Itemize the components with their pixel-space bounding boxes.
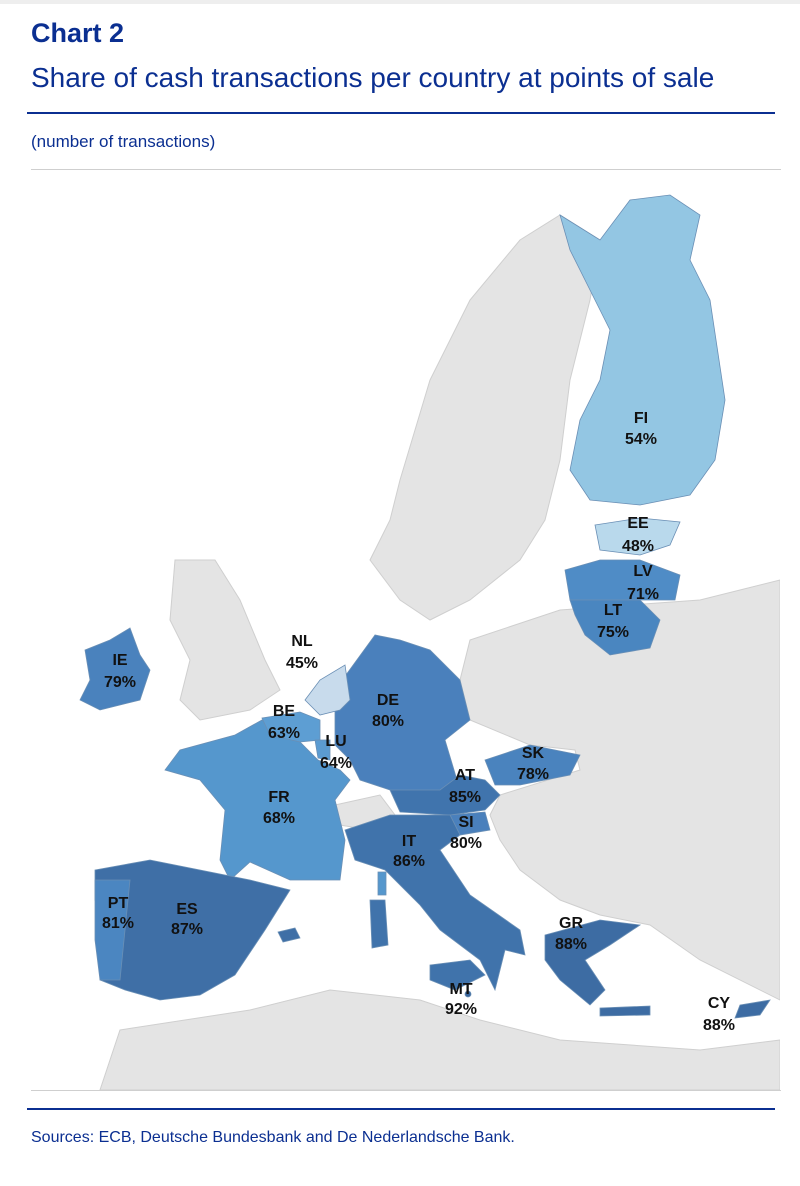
- label-code-fi: FI: [634, 410, 648, 427]
- footer-divider: [27, 1108, 775, 1110]
- label-value-pt: 81%: [102, 915, 134, 932]
- euro-area-map: FI 54% EE 48% LV 71% LT 75% IE 79% NL 45…: [79, 194, 780, 1090]
- country-shape-de[interactable]: [334, 634, 471, 801]
- label-value-at: 85%: [449, 789, 481, 806]
- scandinavia-land: [369, 214, 601, 621]
- label-code-mt: MT: [449, 981, 472, 998]
- country-shape-at[interactable]: [389, 774, 501, 816]
- chart-unit: (number of transactions): [31, 132, 216, 151]
- country-shape-lt[interactable]: [569, 599, 661, 656]
- chart-title: Share of cash transactions per country a…: [31, 62, 715, 93]
- country-shape-it-sardinia[interactable]: [369, 899, 389, 949]
- country-shapes: [79, 194, 771, 1019]
- label-value-lv: 71%: [627, 586, 659, 603]
- country-shape-gr[interactable]: [544, 919, 642, 1006]
- country-shape-mt[interactable]: [464, 990, 472, 998]
- label-code-fr: FR: [268, 789, 290, 806]
- label-code-de: DE: [377, 692, 400, 709]
- label-code-sk: SK: [522, 745, 545, 762]
- map-top-divider: [31, 169, 781, 170]
- label-value-cy: 88%: [703, 1017, 735, 1034]
- title-divider: [27, 112, 775, 114]
- label-code-lv: LV: [633, 563, 653, 580]
- sources-note: Sources: ECB, Deutsche Bundesbank and De…: [31, 1129, 515, 1146]
- uk-land: [169, 559, 281, 721]
- country-shape-es-balearics[interactable]: [277, 927, 301, 943]
- label-value-sk: 78%: [517, 766, 549, 783]
- label-code-si: SI: [458, 814, 473, 831]
- top-border: [0, 0, 800, 4]
- label-code-it: IT: [402, 833, 416, 850]
- label-value-ee: 48%: [622, 538, 654, 555]
- label-code-lt: LT: [604, 602, 623, 619]
- label-code-be: BE: [273, 703, 296, 720]
- label-value-ie: 79%: [104, 674, 136, 691]
- label-code-es: ES: [176, 901, 198, 918]
- label-value-gr: 88%: [555, 936, 587, 953]
- label-code-nl: NL: [291, 633, 313, 650]
- country-shape-lv[interactable]: [564, 559, 681, 601]
- label-value-fi: 54%: [625, 431, 657, 448]
- north-africa-land: [99, 989, 780, 1090]
- label-value-si: 80%: [450, 835, 482, 852]
- country-shape-fi[interactable]: [559, 194, 726, 506]
- label-value-lt: 75%: [597, 624, 629, 641]
- country-shape-lu[interactable]: [314, 739, 331, 761]
- label-code-ie: IE: [112, 652, 127, 669]
- background-land: [99, 214, 780, 1090]
- country-shape-fr[interactable]: [164, 719, 351, 881]
- country-shape-fr-corsica[interactable]: [377, 871, 387, 896]
- label-code-ee: EE: [627, 515, 649, 532]
- chart-number: Chart 2: [31, 18, 125, 48]
- label-code-lu: LU: [325, 733, 346, 750]
- country-labels: FI 54% EE 48% LV 71% LT 75% IE 79% NL 45…: [102, 410, 735, 1034]
- label-code-gr: GR: [559, 915, 583, 932]
- label-code-at: AT: [455, 767, 475, 784]
- label-value-be: 63%: [268, 725, 300, 742]
- label-code-cy: CY: [708, 995, 731, 1012]
- country-shape-sk[interactable]: [484, 744, 581, 786]
- label-code-pt: PT: [108, 895, 129, 912]
- label-value-mt: 92%: [445, 1001, 477, 1018]
- label-value-lu: 64%: [320, 755, 352, 772]
- label-value-de: 80%: [372, 713, 404, 730]
- country-shape-it[interactable]: [344, 814, 526, 992]
- country-shape-cy[interactable]: [734, 999, 771, 1019]
- country-shape-nl[interactable]: [304, 664, 351, 716]
- label-value-es: 87%: [171, 921, 203, 938]
- label-value-fr: 68%: [263, 810, 295, 827]
- country-shape-gr-crete[interactable]: [599, 1005, 651, 1017]
- label-value-it: 86%: [393, 853, 425, 870]
- map-bottom-divider: [31, 1090, 781, 1091]
- country-shape-pt[interactable]: [94, 879, 131, 981]
- label-value-nl: 45%: [286, 655, 318, 672]
- country-shape-ie[interactable]: [79, 627, 151, 711]
- country-shape-ee[interactable]: [594, 517, 681, 556]
- country-shape-it-sicily[interactable]: [429, 959, 486, 991]
